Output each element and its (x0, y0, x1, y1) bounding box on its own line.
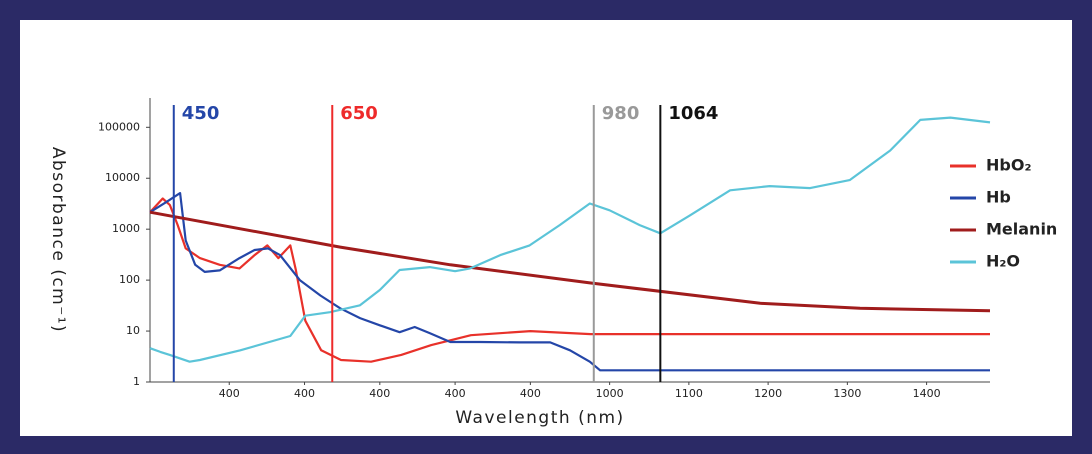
legend-label: H₂O (986, 252, 1020, 271)
y-tick-label: 10 (126, 324, 140, 337)
x-tick-label: 1400 (913, 387, 941, 400)
x-axis-label: Wavelength (nm) (455, 408, 624, 428)
legend-label: HbO₂ (986, 156, 1031, 175)
legend-label: Melanin (986, 220, 1057, 239)
y-tick-label: 100 (119, 273, 140, 286)
y-tick-label: 10000 (105, 171, 140, 184)
marker-label: 650 (340, 103, 378, 124)
series-line (149, 210, 991, 313)
series-line (149, 116, 991, 363)
x-tick-label: 400 (294, 387, 315, 400)
x-tick-label: 400 (520, 387, 541, 400)
series-line (149, 192, 990, 372)
marker-label: 980 (602, 103, 640, 124)
y-tick-label: 100000 (98, 120, 140, 133)
series-line (149, 197, 990, 363)
marker-label: 450 (182, 103, 220, 124)
y-tick-label: 1000 (112, 222, 140, 235)
plot-background (20, 20, 1072, 436)
x-tick-label: 400 (445, 387, 466, 400)
x-tick-label: 1200 (754, 387, 782, 400)
x-tick-label: 1000 (596, 387, 624, 400)
x-tick-label: 1100 (675, 387, 703, 400)
x-tick-label: 1300 (833, 387, 861, 400)
y-tick-label: 1 (133, 375, 140, 388)
x-tick-label: 400 (219, 387, 240, 400)
y-axis-label: Absorbance (cm⁻¹) (48, 147, 68, 333)
marker-label: 1064 (668, 103, 718, 124)
legend-label: Hb (986, 188, 1011, 207)
x-tick-label: 400 (369, 387, 390, 400)
